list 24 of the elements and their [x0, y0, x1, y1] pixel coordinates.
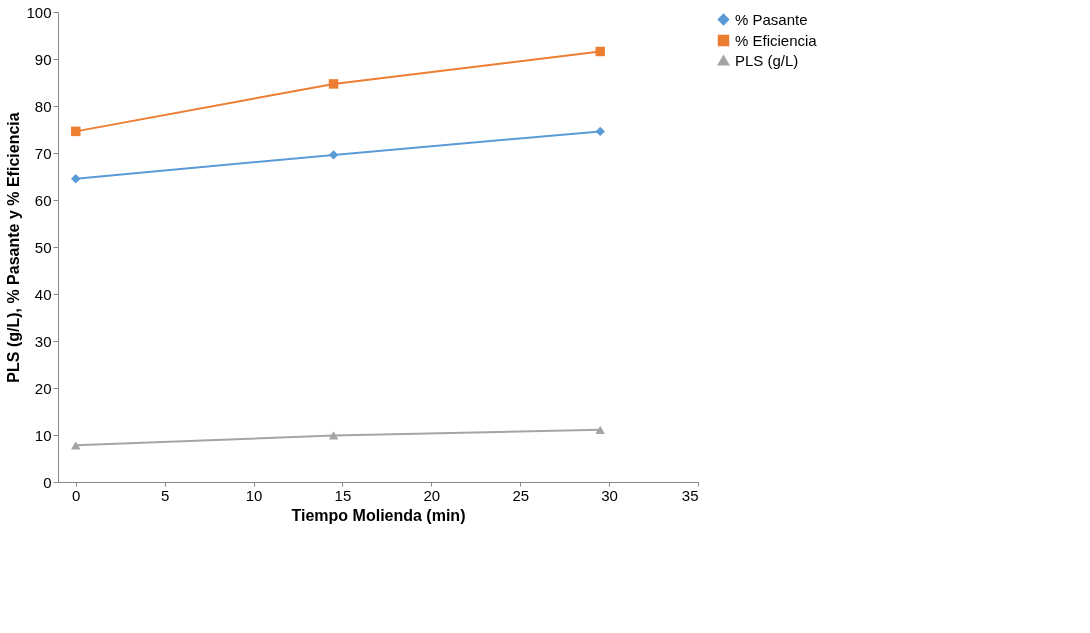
y-tick-label: 70 — [34, 144, 52, 162]
x-tick-label: 35 — [681, 486, 699, 504]
x-tick-label: 0 — [72, 486, 81, 504]
legend-label: % Pasante — [735, 10, 808, 28]
y-tick-label: 10 — [34, 426, 52, 444]
legend-label: PLS (g/L) — [735, 51, 799, 69]
legend-label: % Eficiencia — [735, 31, 818, 49]
y-tick-label: 20 — [34, 379, 52, 397]
y-tick-label: 30 — [34, 332, 52, 350]
y-tick-label: 40 — [34, 285, 52, 303]
x-tick-label: 15 — [334, 486, 352, 504]
y-tick-label: 100 — [26, 3, 52, 21]
y-tick-label: 80 — [34, 97, 52, 115]
y-tick-label: 90 — [34, 50, 52, 68]
y-axis-title: PLS (g/L), % Pasante y % Eficiencia — [5, 112, 23, 383]
x-tick-label: 25 — [512, 486, 530, 504]
x-tick-label: 10 — [245, 486, 263, 504]
x-axis-title: Tiempo Molienda (min) — [291, 506, 466, 524]
y-tick-label: 60 — [34, 191, 52, 209]
y-tick-label: 50 — [34, 238, 52, 256]
y-tick-label: 0 — [43, 473, 52, 491]
x-tick-label: 20 — [423, 486, 441, 504]
x-tick-label: 5 — [160, 486, 170, 504]
x-tick-label: 30 — [601, 486, 618, 504]
